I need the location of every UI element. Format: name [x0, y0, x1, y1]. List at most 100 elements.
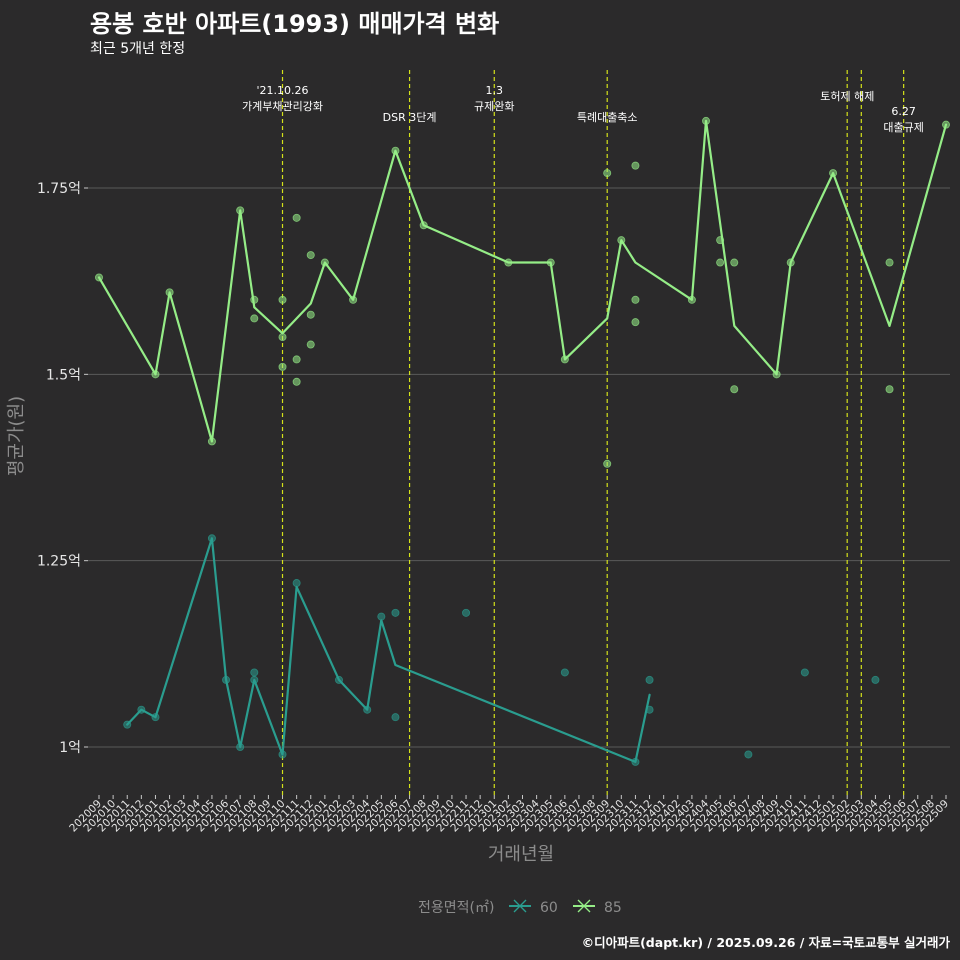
data-point-85: [306, 251, 315, 260]
series-points: [95, 116, 951, 766]
event-annotation: 규제완화: [474, 100, 514, 113]
data-point-85: [278, 333, 287, 342]
data-point-60: [645, 675, 654, 684]
grid-layer: [88, 187, 950, 748]
event-annotation: 대출규제: [883, 121, 923, 134]
data-point-60: [137, 705, 146, 714]
data-point-85: [419, 221, 428, 230]
series-line-60: [126, 537, 651, 764]
y-tick-label: 1.75억: [37, 181, 81, 197]
data-point-85: [278, 295, 287, 304]
data-point-60: [123, 720, 132, 729]
data-point-85: [687, 295, 696, 304]
legend-key-cross: [513, 899, 527, 913]
data-point-85: [631, 295, 640, 304]
data-point-85: [942, 120, 951, 129]
data-point-85: [95, 273, 104, 282]
data-point-60: [391, 713, 400, 722]
data-point-60: [278, 750, 287, 759]
data-point-60: [560, 668, 569, 677]
data-point-85: [306, 340, 315, 349]
data-point-60: [462, 608, 471, 617]
data-point-85: [702, 116, 711, 125]
data-point-85: [278, 362, 287, 371]
data-point-85: [617, 236, 626, 245]
y-axis-ticks: 1억 1.25억 1.5억 1.75억: [37, 181, 88, 756]
data-point-60: [151, 713, 160, 722]
y-tick-label: 1.25억: [37, 554, 81, 570]
legend-key-60: [509, 899, 531, 913]
y-axis-title: 평균가(원): [6, 396, 27, 476]
data-point-85: [292, 213, 301, 222]
x-axis-ticks: 2020092020102020112020122021012021022021…: [67, 795, 951, 834]
event-annotation: DSR 3단계: [383, 111, 437, 124]
data-point-60: [250, 675, 259, 684]
data-point-85: [603, 169, 612, 178]
event-annotation: 1.3: [486, 84, 504, 97]
data-point-85: [716, 236, 725, 245]
data-point-85: [292, 377, 301, 386]
event-annotation: 6.27: [891, 105, 916, 118]
event-annotation: 토허제 해제: [820, 89, 874, 103]
data-point-85: [207, 437, 216, 446]
event-annotation: '21.10.26: [257, 84, 309, 97]
data-point-85: [716, 258, 725, 267]
data-point-85: [631, 161, 640, 170]
data-point-85: [786, 258, 795, 267]
data-point-85: [292, 355, 301, 364]
legend-items: 60 85: [509, 899, 622, 916]
data-point-85: [546, 258, 555, 267]
data-point-60: [744, 750, 753, 759]
legend-key-cross: [577, 899, 591, 913]
data-point-85: [504, 258, 513, 267]
legend-label-85: 85: [604, 900, 622, 916]
event-annotation: 특례대출축소: [577, 111, 638, 124]
data-point-85: [349, 295, 358, 304]
data-point-85: [885, 258, 894, 267]
chart-subtitle: 최근 5개년 한정: [90, 41, 186, 57]
data-point-85: [250, 314, 259, 323]
data-point-85: [320, 258, 329, 267]
data-point-85: [250, 295, 259, 304]
legend-key-85: [573, 899, 595, 913]
data-point-85: [730, 258, 739, 267]
data-point-60: [377, 612, 386, 621]
data-point-85: [560, 355, 569, 364]
chart-title: 용봉 호반 아파트(1993) 매매가격 변화: [90, 10, 500, 38]
data-point-60: [207, 534, 216, 543]
data-point-60: [222, 675, 231, 684]
data-point-85: [772, 370, 781, 379]
data-point-60: [645, 705, 654, 714]
data-point-60: [250, 668, 259, 677]
event-annotation: 가계부채관리강화: [242, 100, 323, 113]
data-point-60: [334, 675, 343, 684]
data-point-85: [829, 169, 838, 178]
data-point-85: [306, 310, 315, 319]
data-point-60: [236, 743, 245, 752]
data-point-85: [885, 385, 894, 394]
data-point-60: [631, 757, 640, 766]
data-point-85: [603, 459, 612, 468]
event-lines: [281, 70, 905, 795]
data-point-60: [391, 608, 400, 617]
y-tick-label: 1.5억: [46, 367, 81, 383]
data-point-85: [730, 385, 739, 394]
data-point-85: [236, 206, 245, 215]
series-line-85: [97, 119, 948, 443]
y-tick-label: 1억: [59, 740, 81, 756]
series-lines: [97, 119, 948, 764]
data-point-85: [151, 370, 160, 379]
data-point-60: [363, 705, 372, 714]
legend-label-60: 60: [540, 900, 558, 916]
data-point-60: [800, 668, 809, 677]
data-point-85: [631, 318, 640, 327]
legend-title: 전용면적(㎡): [418, 900, 494, 916]
source-caption: ©디아파트(dapt.kr) / 2025.09.26 / 자료=국토교통부 실…: [581, 935, 950, 950]
data-point-60: [292, 579, 301, 588]
data-point-85: [391, 146, 400, 155]
x-axis-title: 거래년월: [488, 844, 554, 865]
data-point-60: [871, 675, 880, 684]
data-point-85: [165, 288, 174, 297]
